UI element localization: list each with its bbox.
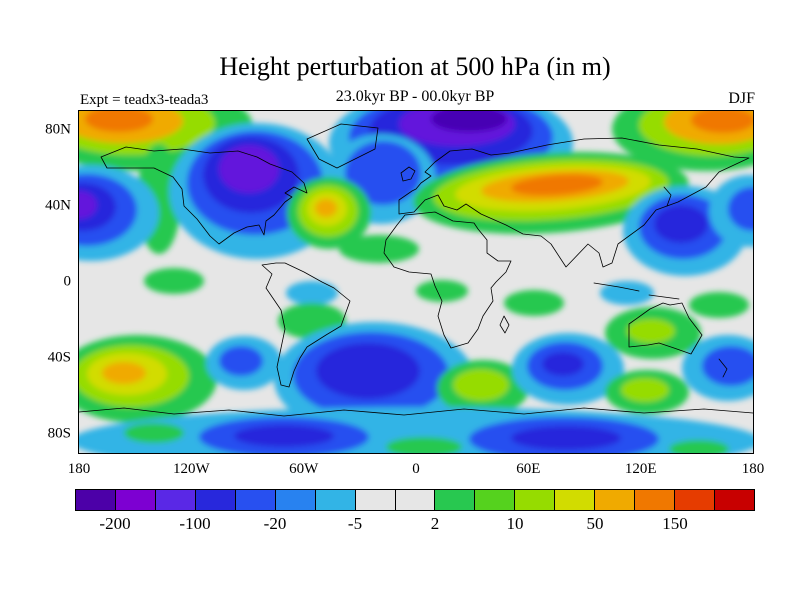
colorbar-segment [194, 490, 235, 510]
coastline-greenland [306, 123, 379, 169]
colorbar-tick-label: -100 [179, 514, 211, 533]
anomaly-region [386, 437, 462, 453]
coastline-japan [663, 186, 672, 207]
colorbar-segment [714, 490, 754, 510]
colorbar-segment [154, 490, 195, 510]
coastlines [79, 123, 753, 417]
coastline-australia [628, 302, 703, 355]
anomaly-region [234, 425, 334, 447]
chart-subtitle: 23.0kyr BP - 00.0kyr BP [335, 88, 495, 105]
colorbar-tick-label: -5 [347, 514, 363, 533]
colorbar-segment [554, 490, 595, 510]
lat-tick-label: 80N [45, 121, 71, 138]
lat-tick-label: 80S [47, 425, 71, 442]
coastline-indonesia [593, 282, 680, 300]
lat-tick-label: 40S [47, 349, 71, 366]
lon-tick-label: 60W [289, 461, 319, 477]
colorbar-segment [354, 490, 395, 510]
coastline-eurasia [398, 137, 750, 268]
anomaly-field [79, 111, 753, 453]
coastline-britain [400, 166, 416, 182]
anomaly-region [542, 352, 584, 376]
anomaly-region [102, 362, 146, 384]
anomaly-region [654, 205, 708, 243]
colorbar-segment [76, 490, 115, 510]
lon-tick-label: 180 [741, 461, 765, 477]
colorbar-tick-label: 10 [506, 514, 524, 533]
lon-tick-label: 180 [67, 461, 91, 477]
colorbar-segment [474, 490, 515, 510]
anomaly-region [511, 174, 603, 196]
colorbar-segment [234, 490, 275, 510]
coastline-madagascar [499, 315, 510, 334]
lon-tick-label: 60E [516, 461, 541, 477]
anomaly-region [431, 111, 507, 132]
anomaly-region [511, 426, 621, 450]
anomaly-region [627, 319, 675, 343]
anomaly-region [79, 191, 97, 219]
colorbar-segment [434, 490, 475, 510]
anomaly-region [621, 378, 669, 402]
anomaly-region [219, 346, 263, 376]
colorbar-segment [114, 490, 155, 510]
season-label: DJF [728, 90, 755, 107]
coastline-south-america [261, 262, 351, 388]
contour-map [79, 111, 753, 453]
anomaly-region [345, 141, 421, 205]
colorbar-segment [514, 490, 555, 510]
anomaly-region [453, 369, 509, 401]
coastline-antarctica [79, 407, 753, 417]
colorbar-tick-label: 150 [662, 514, 688, 533]
lon-tick-label: 120E [624, 461, 657, 477]
colorbar-segment [394, 490, 435, 510]
anomaly-region [315, 199, 337, 217]
colorbar [75, 489, 755, 511]
coastline-africa [383, 211, 512, 349]
anomaly-region [669, 440, 729, 453]
anomaly-region [316, 343, 420, 399]
colorbar-labels: -200 -100 -20 -5 2 10 50 150 [75, 514, 755, 536]
anomaly-region [504, 290, 564, 316]
map-plot-area: 80N 40N 0 40S 80S 180 120W 60W 0 60E 120E 180 [45, 110, 764, 477]
chart-title: Height perturbation at 500 hPa (in m) [219, 52, 611, 81]
anomaly-region [85, 111, 153, 132]
colorbar-segment [594, 490, 635, 510]
anomaly-region [144, 268, 204, 294]
colorbar-tick-label: 2 [430, 514, 440, 533]
anomaly-region [416, 280, 468, 302]
anomaly-region [124, 423, 184, 443]
colorbar-segment [674, 490, 714, 510]
lat-tick-label: 40N [45, 197, 71, 214]
lat-tick-label: 0 [63, 273, 72, 290]
anomaly-region [689, 292, 749, 318]
colorbar-segment [634, 490, 675, 510]
colorbar-segment [314, 490, 355, 510]
anomaly-region [339, 235, 419, 263]
colorbar-tick-label: -20 [263, 514, 287, 533]
anomaly-region [691, 111, 753, 133]
experiment-label: Expt = teadx3-teada3 [80, 92, 209, 108]
anomaly-region [219, 145, 279, 193]
colorbar-tick-label: 50 [586, 514, 604, 533]
colorbar-tick-label: -200 [99, 514, 131, 533]
colorbar-segment [274, 490, 315, 510]
coastline-new-zealand [718, 358, 728, 378]
anomaly-region [702, 346, 753, 386]
coastline-north-america [100, 146, 308, 245]
lon-tick-label: 0 [412, 461, 420, 477]
anomaly-region [286, 281, 338, 305]
anomaly-region [728, 187, 753, 231]
anomaly-region [600, 281, 654, 305]
lon-tick-label: 120W [172, 461, 210, 477]
